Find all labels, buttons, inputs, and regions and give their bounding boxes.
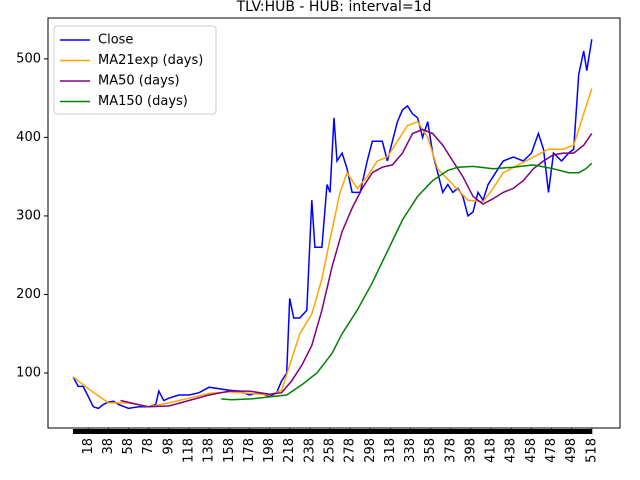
x-tick-label: 18: [81, 438, 96, 455]
dense-ticks: [73, 429, 592, 434]
x-tick-label: 178: [242, 438, 257, 463]
y-tick-label: 200: [16, 287, 41, 302]
x-tick-label: 198: [262, 438, 277, 463]
x-tick-label: 478: [544, 438, 559, 463]
x-tick-label: 118: [181, 438, 196, 463]
x-tick-label: 298: [363, 438, 378, 463]
x-tick-label: 438: [504, 438, 519, 463]
x-tick-label: 278: [343, 438, 358, 463]
y-tick-label: 400: [16, 130, 41, 145]
x-tick-label: 498: [564, 438, 579, 463]
x-tick-label: 518: [584, 438, 599, 463]
x-tick-label: 418: [484, 438, 499, 463]
y-tick-label: 100: [16, 366, 41, 381]
x-tick-label: 338: [403, 438, 418, 463]
x-tick-label: 38: [101, 438, 116, 455]
x-tick-label: 158: [222, 438, 237, 463]
x-tick-label: 78: [141, 438, 156, 455]
x-tick-label: 218: [282, 438, 297, 463]
legend-box: [53, 25, 217, 115]
x-tick-label: 58: [121, 438, 136, 455]
legend-label: Close: [98, 33, 133, 48]
x-tick-label: 398: [463, 438, 478, 463]
x-tick-label: 318: [383, 438, 398, 463]
series-line: [120, 128, 593, 408]
x-tick-label: 138: [202, 438, 217, 463]
x-tick-label: 258: [322, 438, 337, 463]
series-line: [72, 88, 593, 408]
y-tick-label: 300: [16, 208, 41, 223]
x-tick-label: 98: [161, 438, 176, 455]
y-tick-label: 500: [16, 51, 41, 66]
x-tick-label: 238: [302, 438, 317, 463]
legend-label: MA150 (days): [98, 94, 188, 109]
plot-frame: [47, 17, 621, 429]
series-line: [221, 162, 593, 401]
series-line: [72, 39, 593, 410]
legend-label: MA21exp (days): [98, 53, 203, 68]
chart-title: TLV:HUB - HUB: interval=1d: [236, 0, 432, 15]
legend-label: MA50 (days): [98, 74, 180, 89]
x-tick-label: 378: [443, 438, 458, 463]
x-tick-label: 358: [423, 438, 438, 463]
legend: Close MA21exp (days) MA50 (days) MA150 (day…: [53, 25, 217, 115]
x-tick-label: 458: [524, 438, 539, 463]
